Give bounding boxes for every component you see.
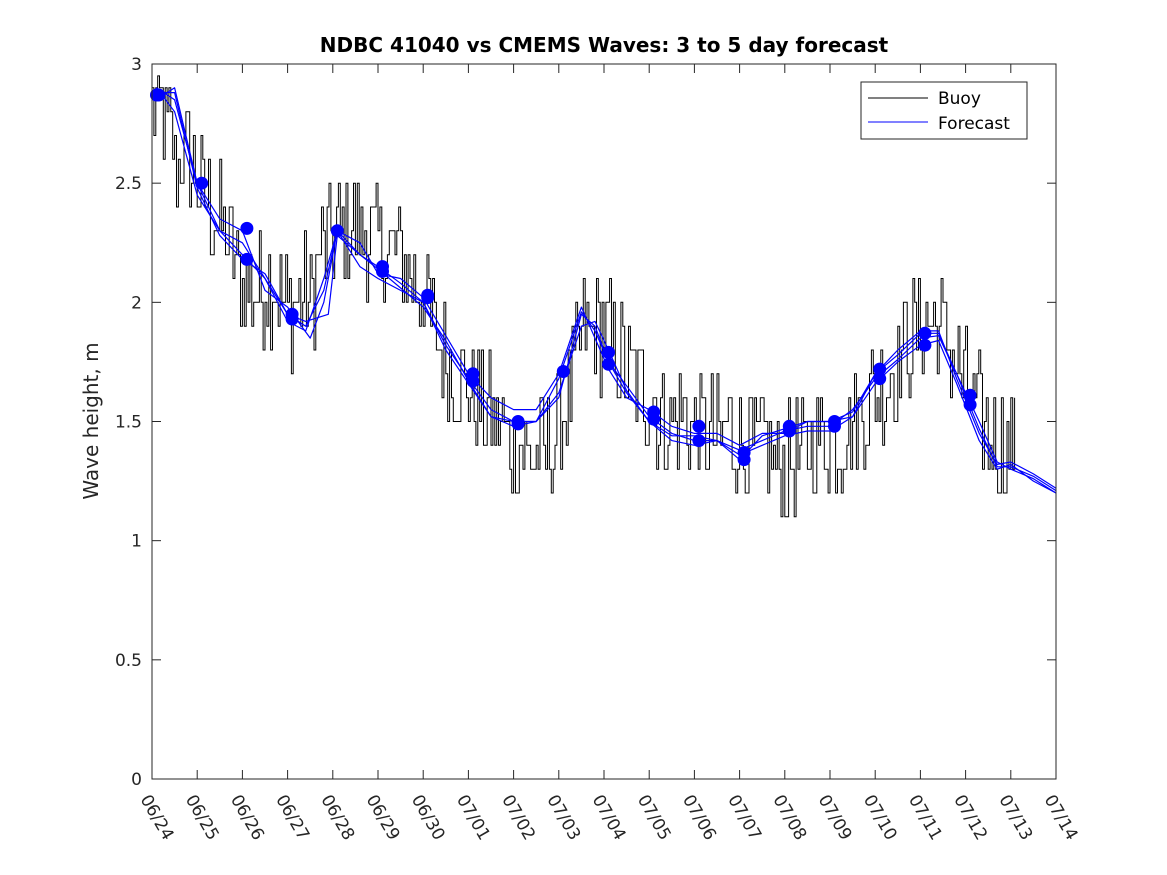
forecast-marker [963, 388, 977, 402]
forecast-markers [150, 88, 977, 467]
x-tick-label: 07/08 [768, 792, 810, 844]
y-axis-label: Wave height, m [79, 342, 103, 499]
y-tick-label: 2 [131, 293, 142, 313]
forecast-marker [692, 419, 706, 433]
forecast-marker [828, 419, 841, 433]
forecast-marker [737, 453, 751, 467]
y-tick-label: 3 [131, 55, 142, 75]
forecast-marker [963, 398, 977, 412]
x-tick-label: 06/28 [316, 792, 358, 844]
forecast-series [156, 87, 1057, 494]
x-tick-label: 06/27 [271, 792, 313, 844]
forecast-line [156, 87, 1057, 494]
forecast-marker [466, 374, 480, 388]
forecast-marker [602, 357, 615, 371]
x-tick-label: 07/09 [814, 792, 856, 844]
x-tick-label: 06/30 [407, 792, 449, 844]
x-tick-label: 07/11 [904, 792, 946, 844]
forecast-marker [873, 362, 887, 376]
x-tick-label: 07/07 [723, 792, 765, 844]
x-tick-label: 07/10 [859, 792, 901, 844]
forecast-marker [330, 224, 344, 238]
y-axis-ticks: 0 0.5 1 1.5 2 2.5 3 [115, 55, 1056, 790]
forecast-line [156, 87, 1057, 489]
legend-label-buoy: Buoy [938, 89, 981, 109]
forecast-marker [240, 252, 254, 266]
forecast-marker [511, 417, 525, 431]
forecast-marker [556, 365, 570, 378]
forecast-marker [376, 264, 389, 278]
forecast-marker [602, 345, 615, 359]
x-tick-label: 07/03 [542, 792, 584, 844]
x-tick-label: 06/29 [362, 792, 404, 844]
x-tick-label: 07/14 [1040, 792, 1082, 844]
y-tick-label: 2.5 [115, 174, 142, 194]
forecast-marker [421, 291, 435, 305]
chart-title: NDBC 41040 vs CMEMS Waves: 3 to 5 day fo… [320, 33, 889, 57]
forecast-marker [195, 176, 209, 190]
x-tick-label: 06/24 [136, 792, 178, 844]
x-tick-label: 06/26 [226, 792, 268, 844]
x-tick-label: 07/06 [678, 792, 720, 844]
forecast-marker [918, 326, 932, 340]
x-tick-label: 07/13 [994, 792, 1036, 844]
forecast-marker [647, 412, 661, 426]
legend-label-forecast: Forecast [938, 114, 1010, 134]
forecast-marker [918, 338, 932, 352]
forecast-marker [873, 372, 887, 386]
forecast-marker [782, 424, 796, 438]
forecast-marker [285, 312, 299, 326]
y-tick-label: 0 [131, 770, 142, 790]
forecast-marker [692, 434, 706, 448]
y-tick-label: 0.5 [115, 651, 142, 671]
x-tick-label: 07/01 [452, 792, 494, 844]
plot-area [152, 64, 1056, 779]
x-tick-label: 07/12 [949, 792, 991, 844]
x-tick-label: 07/02 [497, 792, 539, 844]
forecast-line [156, 91, 1057, 492]
x-tick-label: 07/04 [588, 792, 630, 844]
legend: Buoy Forecast [860, 81, 1028, 140]
y-tick-label: 1 [131, 532, 142, 552]
y-tick-label: 1.5 [115, 413, 142, 433]
x-tick-label: 06/25 [181, 792, 223, 844]
forecast-marker [240, 221, 254, 235]
x-tick-label: 07/05 [633, 792, 675, 844]
legend-box [860, 81, 1028, 140]
forecast-marker [152, 88, 166, 102]
